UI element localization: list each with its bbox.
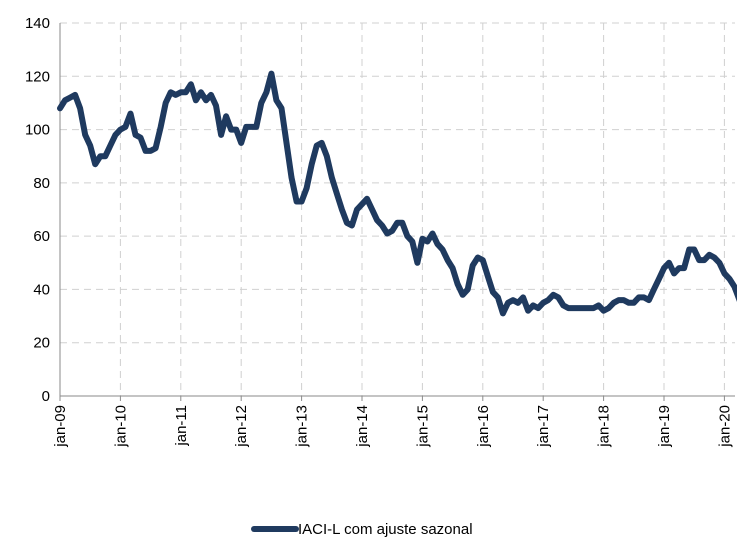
x-tick-labels: jan-09 jan-10 jan-11 jan-12 jan-13 jan-14 jan-… <box>52 405 733 448</box>
y-tick-label: 80 <box>33 175 50 192</box>
x-tick-label: jan-18 <box>596 405 613 448</box>
y-tick-label: 60 <box>33 228 50 245</box>
y-tick-label: 140 <box>25 15 50 32</box>
x-tick-label: jan-10 <box>112 405 129 448</box>
legend: IACI-L com ajuste sazonal <box>251 521 473 538</box>
series-line <box>57 70 737 317</box>
x-tick-label: jan-09 <box>52 405 69 448</box>
x-tick-label: jan-14 <box>354 405 371 448</box>
x-tick-label: jan-20 <box>716 405 733 448</box>
y-tick-label: 120 <box>25 68 50 85</box>
legend-label: IACI-L com ajuste sazonal <box>298 521 473 538</box>
x-tick-label: jan-12 <box>233 405 250 448</box>
x-tick-label: jan-15 <box>414 405 431 448</box>
x-tick-label: jan-19 <box>656 405 673 448</box>
y-tick-label: 40 <box>33 281 50 298</box>
y-tick-label: 0 <box>42 388 50 405</box>
x-tick-label: jan-16 <box>475 405 492 448</box>
axes <box>59 23 735 401</box>
y-tick-labels: 0 20 40 60 80 100 120 140 <box>25 15 50 405</box>
y-tick-label: 100 <box>25 122 50 139</box>
y-tick-label: 20 <box>33 335 50 352</box>
gridlines <box>60 22 735 396</box>
x-tick-label: jan-13 <box>294 405 311 448</box>
x-tick-label: jan-11 <box>173 405 190 447</box>
series-lines <box>57 70 737 317</box>
x-tick-label: jan-17 <box>535 405 552 448</box>
